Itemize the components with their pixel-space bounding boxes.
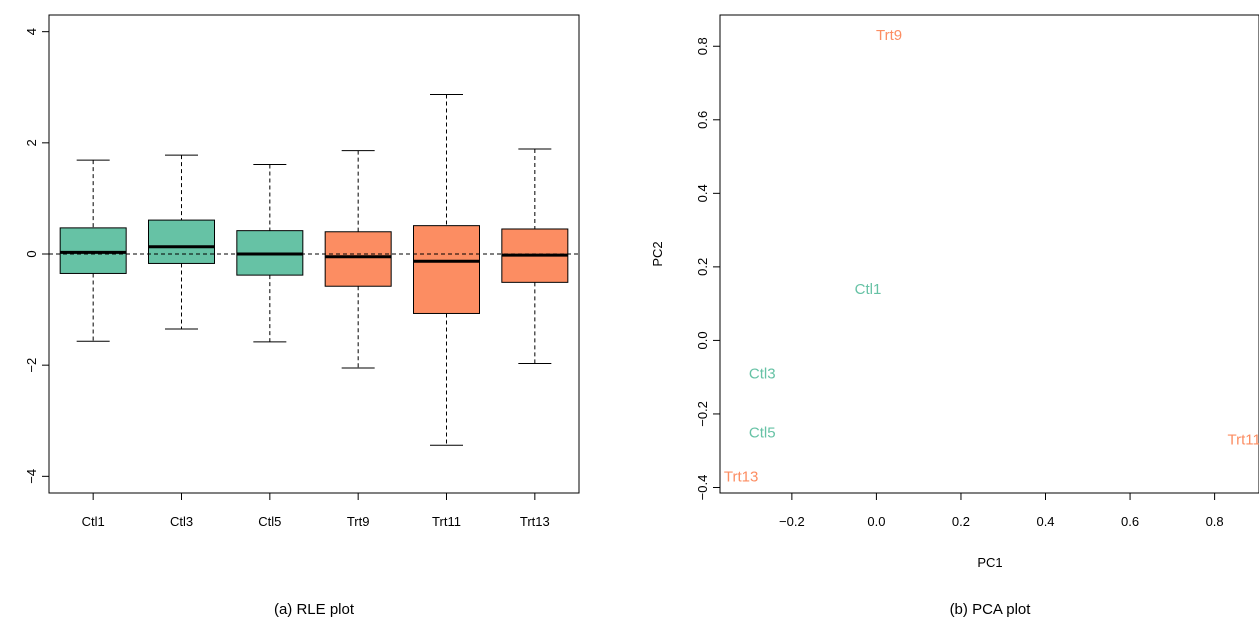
rle-plot: −4 −2 0 2 4 Ctl1 Ctl3 Ctl5 Trt9 Trt11 Trt13 (a) R… xyxy=(24,14,580,618)
pca-x-tick-label: 0.4 xyxy=(1036,514,1054,529)
rle-box-ctl1 xyxy=(59,227,127,274)
rle-x-axis: Ctl1 Ctl3 Ctl5 Trt9 Trt11 Trt13 xyxy=(82,493,550,529)
rle-x-tick-label: Trt9 xyxy=(347,514,370,529)
rle-x-tick-label: Trt11 xyxy=(432,514,461,529)
pca-y-tick-label: −0.4 xyxy=(695,475,710,501)
pca-x-tick-label: 0.6 xyxy=(1121,514,1139,529)
pca-y-tick-label: −0.2 xyxy=(695,401,710,427)
pca-y-tick-label: 0.0 xyxy=(695,331,710,349)
rle-y-tick-label: −4 xyxy=(24,469,39,484)
pca-y-axis: −0.4 −0.2 0.0 0.2 0.4 0.6 0.8 xyxy=(695,37,720,500)
rle-y-tick-label: 4 xyxy=(24,28,39,35)
pca-x-tick-label: 0.2 xyxy=(952,514,970,529)
pca-x-tick-label: 0.0 xyxy=(867,514,885,529)
rle-x-tick-label: Ctl5 xyxy=(258,514,281,529)
pca-point-label: Ctl1 xyxy=(855,281,882,298)
rle-caption: (a) RLE plot xyxy=(274,601,355,618)
pca-y-tick-label: 0.4 xyxy=(695,184,710,202)
pca-point-label: Ctl3 xyxy=(749,366,776,383)
pca-point-label: Ctl5 xyxy=(749,424,776,441)
pca-x-axis-title: PC1 xyxy=(977,555,1002,570)
pca-x-tick-label: −0.2 xyxy=(779,514,805,529)
pca-plot: Trt9 Ctl1 Ctl3 Ctl5 Trt11 Trt13 −0.4 −0.2 0.0 0.… xyxy=(650,14,1259,618)
rle-x-tick-label: Trt13 xyxy=(520,514,550,529)
pca-point-label: Trt9 xyxy=(876,27,902,44)
pca-x-tick-label: 0.8 xyxy=(1206,514,1224,529)
pca-y-tick-label: 0.8 xyxy=(695,37,710,55)
rle-y-tick-label: 0 xyxy=(24,250,39,257)
rle-boxes xyxy=(49,93,579,446)
pca-point-label: Trt11 xyxy=(1228,432,1259,449)
rle-y-axis: −4 −2 0 2 4 xyxy=(24,28,49,484)
rle-y-tick-label: −2 xyxy=(24,358,39,373)
pca-points: Trt9 Ctl1 Ctl3 Ctl5 Trt11 Trt13 xyxy=(724,27,1259,485)
pca-x-axis: −0.2 0.0 0.2 0.4 0.6 0.8 xyxy=(779,493,1224,529)
pca-y-tick-label: 0.6 xyxy=(695,111,710,129)
rle-x-tick-label: Ctl3 xyxy=(170,514,193,529)
rle-box-ctl3 xyxy=(148,219,215,264)
rle-box-trt11 xyxy=(413,225,480,314)
pca-plot-frame xyxy=(719,14,1259,494)
pca-y-axis-title: PC2 xyxy=(650,241,665,266)
pca-y-tick-label: 0.2 xyxy=(695,258,710,276)
rle-box-trt9 xyxy=(324,231,392,287)
rle-y-tick-label: 2 xyxy=(24,139,39,146)
pca-point-label: Trt13 xyxy=(724,468,758,485)
rle-x-tick-label: Ctl1 xyxy=(82,514,105,529)
pca-caption: (b) PCA plot xyxy=(950,601,1032,618)
